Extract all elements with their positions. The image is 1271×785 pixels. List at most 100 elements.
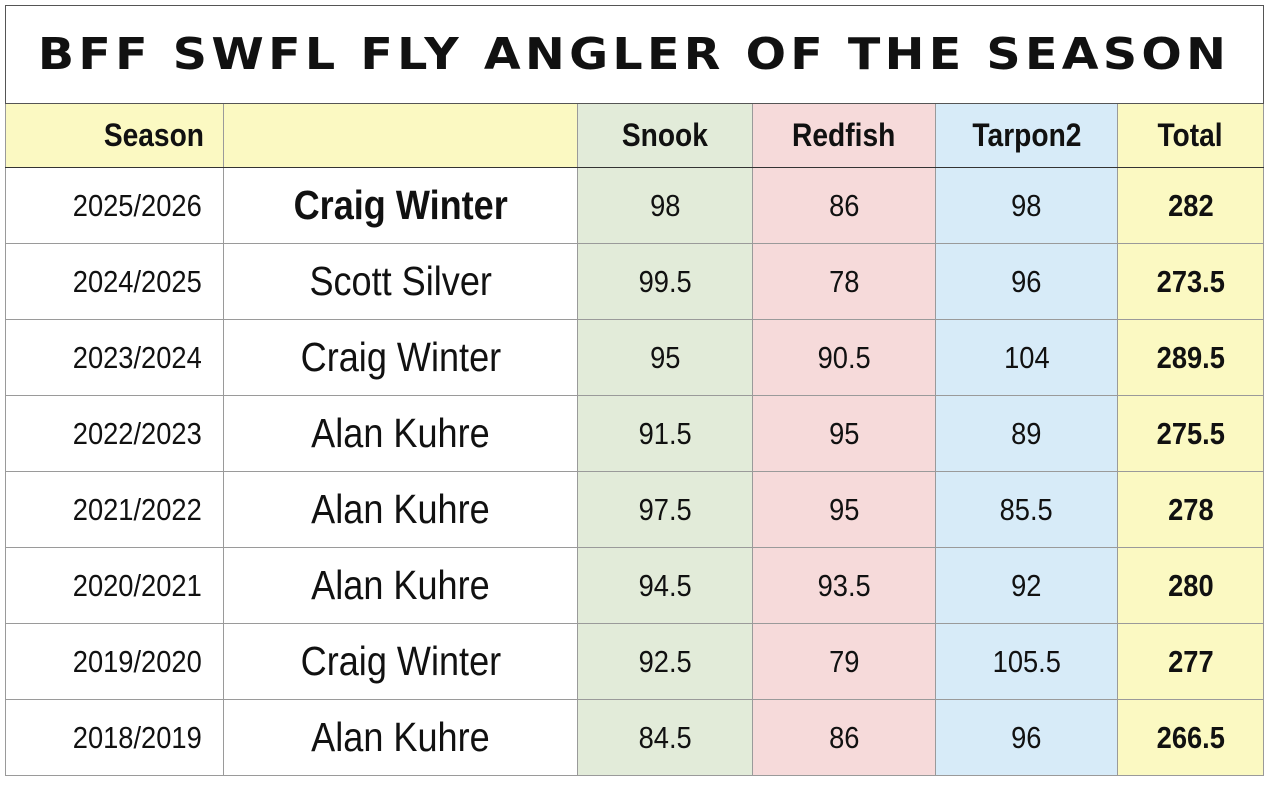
title-cell: BFF SWFL FLY ANGLER OF THE SEASON [5, 5, 1264, 104]
season-cell: 2025/2026 [5, 167, 224, 244]
snook-cell: 92.5 [577, 623, 753, 700]
cell-text: 92.5 [638, 643, 692, 679]
cell-text: Tarpon2 [971, 117, 1081, 153]
cell-text: 278 [1167, 491, 1214, 527]
cell-text: 95 [649, 339, 681, 375]
season-cell: 2019/2020 [5, 623, 224, 700]
cell-text: 105.5 [992, 643, 1061, 679]
snook-cell: 95 [577, 319, 753, 396]
column-header: Total [1117, 103, 1264, 168]
cell-text: 98 [1011, 187, 1042, 223]
snook-cell: 98 [577, 167, 753, 244]
cell-text: 95 [828, 491, 860, 527]
column-header: Redfish [752, 103, 936, 168]
cell-text: 98 [649, 187, 681, 223]
angler-cell: Craig Winter [223, 167, 578, 244]
season-cell: 2018/2019 [5, 699, 224, 776]
season-cell: 2021/2022 [5, 471, 224, 548]
cell-text: 2019/2020 [73, 643, 203, 679]
total-cell: 266.5 [1117, 699, 1264, 776]
angler-cell: Alan Kuhre [223, 471, 578, 548]
season-cell: 2020/2021 [5, 547, 224, 624]
cell-text: 86 [828, 719, 860, 755]
cell-text: 2021/2022 [73, 491, 203, 527]
redfish-cell: 78 [752, 243, 936, 320]
cell-text: 2020/2021 [73, 567, 203, 603]
cell-text: Craig Winter [300, 334, 501, 380]
total-cell: 280 [1117, 547, 1264, 624]
tarpon-cell: 96 [935, 243, 1118, 320]
redfish-cell: 86 [752, 699, 936, 776]
column-header: Season [5, 103, 224, 168]
redfish-cell: 95 [752, 395, 936, 472]
title-row: BFF SWFL FLY ANGLER OF THE SEASON [5, 5, 1264, 104]
redfish-cell: 90.5 [752, 319, 936, 396]
table-row: 2021/2022 Alan Kuhre 97.5 95 85.5 278 [5, 471, 1264, 548]
cell-text: 2024/2025 [73, 263, 203, 299]
angler-cell: Craig Winter [223, 623, 578, 700]
cell-text: Season [104, 117, 205, 153]
angler-cell: Craig Winter [223, 319, 578, 396]
header-row: Season Snook Redfish Tarpon2 Total [5, 103, 1264, 168]
cell-text: 104 [1003, 339, 1050, 375]
cell-text: 93.5 [817, 567, 871, 603]
table-row: 2020/2021 Alan Kuhre 94.5 93.5 92 280 [5, 547, 1264, 624]
snook-cell: 94.5 [577, 547, 753, 624]
snook-cell: 97.5 [577, 471, 753, 548]
cell-text: 95 [828, 415, 860, 451]
cell-text: 266.5 [1156, 719, 1225, 755]
cell-text: 85.5 [999, 491, 1054, 527]
cell-text: 86 [828, 187, 860, 223]
cell-text: 91.5 [638, 415, 692, 451]
cell-text: 96 [1011, 263, 1042, 299]
cell-text: Total [1157, 117, 1224, 153]
cell-text: Alan Kuhre [311, 486, 490, 532]
season-cell: 2023/2024 [5, 319, 224, 396]
tarpon-cell: 85.5 [935, 471, 1118, 548]
cell-text: Alan Kuhre [311, 714, 490, 760]
cell-text: 2022/2023 [73, 415, 203, 451]
total-cell: 277 [1117, 623, 1264, 700]
cell-text: 78 [828, 263, 860, 299]
column-header [223, 103, 578, 168]
cell-text: 90.5 [817, 339, 871, 375]
cell-text: 94.5 [638, 567, 692, 603]
cell-text: 2025/2026 [73, 187, 203, 223]
tarpon-cell: 96 [935, 699, 1118, 776]
cell-text: 280 [1167, 567, 1214, 603]
season-cell: 2024/2025 [5, 243, 224, 320]
cell-text: Alan Kuhre [311, 410, 490, 456]
tarpon-cell: 92 [935, 547, 1118, 624]
table-row: 2019/2020 Craig Winter 92.5 79 105.5 277 [5, 623, 1264, 700]
snook-cell: 84.5 [577, 699, 753, 776]
table-body: BFF SWFL FLY ANGLER OF THE SEASON Season… [5, 5, 1264, 776]
cell-text: 277 [1167, 643, 1214, 679]
snook-cell: 99.5 [577, 243, 753, 320]
column-header: Tarpon2 [935, 103, 1118, 168]
angler-cell: Alan Kuhre [223, 699, 578, 776]
cell-text: 275.5 [1156, 415, 1225, 451]
cell-text: 96 [1011, 719, 1042, 755]
total-cell: 275.5 [1117, 395, 1264, 472]
total-cell: 273.5 [1117, 243, 1264, 320]
cell-text: Craig Winter [293, 182, 508, 228]
title: BFF SWFL FLY ANGLER OF THE SEASON [38, 29, 1231, 80]
total-cell: 282 [1117, 167, 1264, 244]
cell-text: Scott Silver [309, 258, 492, 304]
cell-text: 92 [1011, 567, 1042, 603]
table-row: 2025/2026 Craig Winter 98 86 98 282 [5, 167, 1264, 244]
cell-text: 99.5 [638, 263, 692, 299]
total-cell: 278 [1117, 471, 1264, 548]
cell-text: 79 [828, 643, 860, 679]
total-cell: 289.5 [1117, 319, 1264, 396]
cell-text: Redfish [792, 117, 896, 153]
column-header: Snook [577, 103, 753, 168]
cell-text: 2023/2024 [73, 339, 203, 375]
cell-text: 84.5 [638, 719, 692, 755]
angler-cell: Alan Kuhre [223, 547, 578, 624]
cell-text: Craig Winter [300, 638, 501, 684]
cell-text: Alan Kuhre [311, 562, 490, 608]
cell-text: 289.5 [1156, 339, 1225, 375]
tarpon-cell: 98 [935, 167, 1118, 244]
